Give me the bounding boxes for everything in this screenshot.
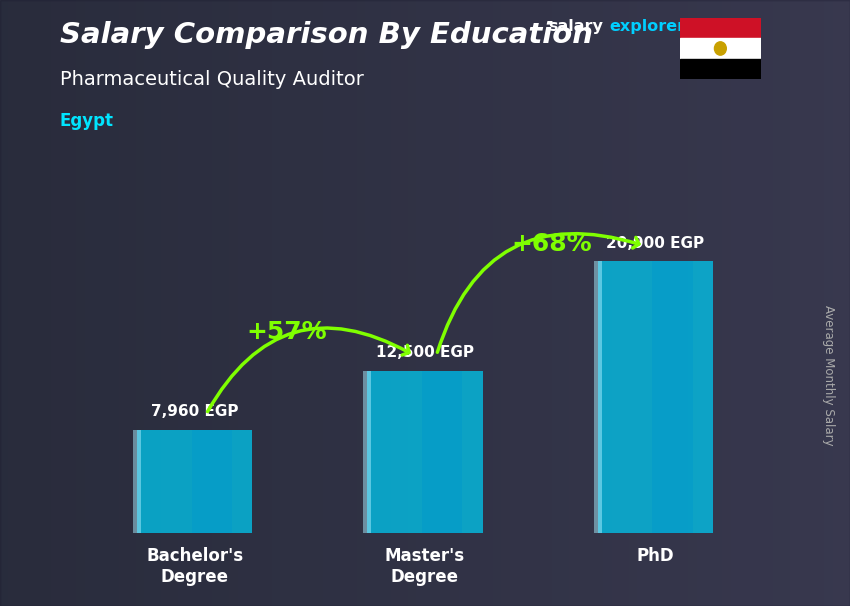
Bar — [422, 370, 462, 533]
Bar — [367, 370, 483, 533]
Text: Salary Comparison By Education: Salary Comparison By Education — [60, 21, 592, 49]
Text: Pharmaceutical Quality Auditor: Pharmaceutical Quality Auditor — [60, 70, 363, 88]
Text: explorer.com: explorer.com — [609, 19, 727, 35]
Text: Egypt: Egypt — [60, 112, 114, 130]
Text: +57%: +57% — [246, 321, 327, 344]
Bar — [680, 18, 761, 38]
Bar — [680, 38, 761, 59]
Bar — [192, 430, 232, 533]
Bar — [593, 261, 602, 533]
Text: Average Monthly Salary: Average Monthly Salary — [822, 305, 836, 446]
Bar — [598, 261, 713, 533]
Text: +68%: +68% — [512, 232, 592, 256]
Circle shape — [715, 42, 726, 55]
Bar — [137, 430, 252, 533]
Bar — [680, 59, 761, 79]
Bar — [364, 370, 371, 533]
Text: salary: salary — [548, 19, 604, 35]
Bar — [133, 430, 141, 533]
Text: 20,900 EGP: 20,900 EGP — [606, 236, 705, 251]
Text: 7,960 EGP: 7,960 EGP — [151, 404, 239, 419]
Text: 12,500 EGP: 12,500 EGP — [376, 345, 474, 360]
Bar — [653, 261, 693, 533]
